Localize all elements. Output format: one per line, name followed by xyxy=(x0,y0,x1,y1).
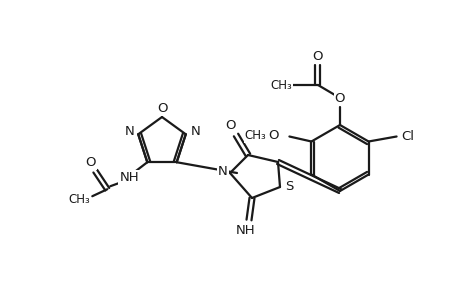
Text: N: N xyxy=(190,125,200,138)
Text: NH: NH xyxy=(119,171,139,184)
Text: O: O xyxy=(268,129,278,142)
Text: Cl: Cl xyxy=(400,130,413,143)
Text: CH₃: CH₃ xyxy=(68,193,90,206)
Text: O: O xyxy=(312,50,323,62)
Text: O: O xyxy=(85,156,95,169)
Text: O: O xyxy=(157,101,168,115)
Text: O: O xyxy=(334,92,345,104)
Text: N: N xyxy=(218,164,227,178)
Text: O: O xyxy=(225,118,236,131)
Text: CH₃: CH₃ xyxy=(269,79,291,92)
Text: CH₃: CH₃ xyxy=(244,129,266,142)
Text: NH: NH xyxy=(235,224,255,236)
Text: N: N xyxy=(124,125,134,138)
Text: S: S xyxy=(284,181,292,194)
